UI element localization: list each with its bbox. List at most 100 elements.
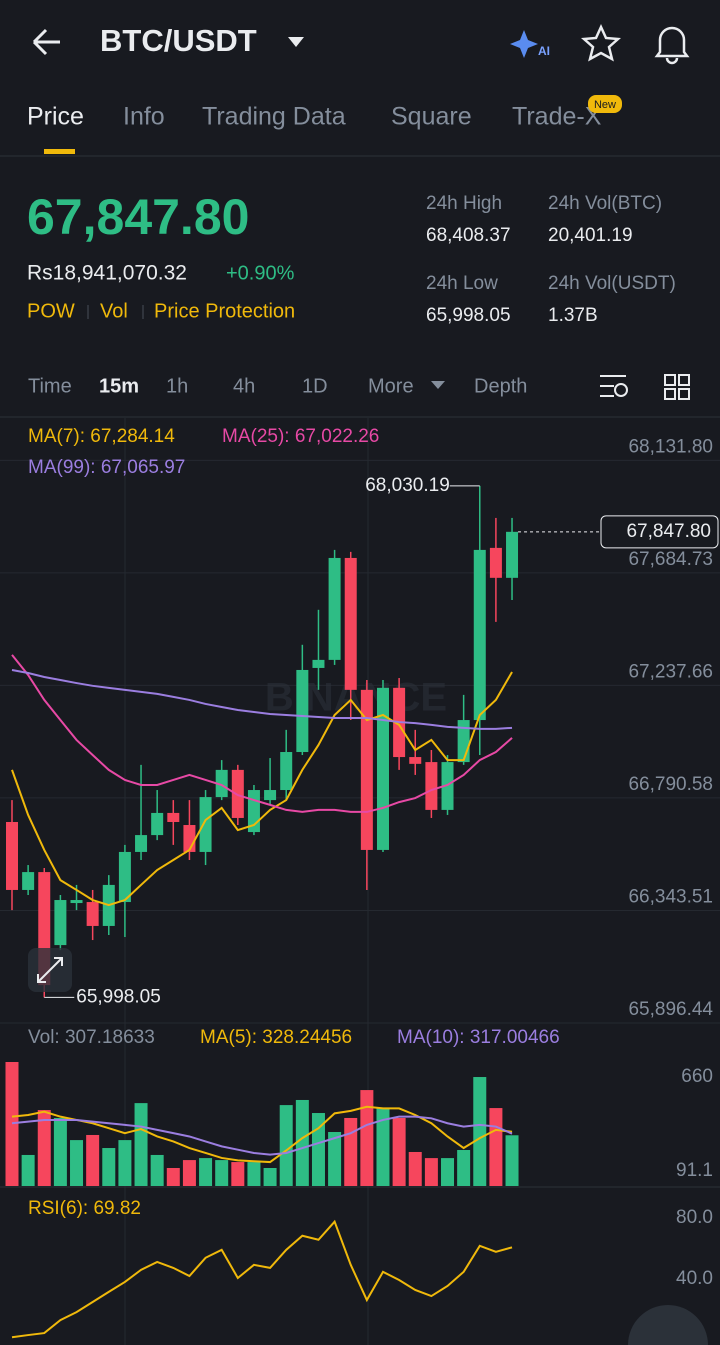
candle-body <box>264 790 277 801</box>
chart-area: 65,896.44 66,343.51 66,790.58 67,237.66 67,6… <box>0 426 720 1339</box>
timeframe[interactable]: 4h <box>233 375 255 397</box>
volume-bar <box>295 1099 309 1186</box>
candle-body <box>280 752 293 791</box>
assistant-button[interactable] <box>628 1305 708 1345</box>
stat-value: 20,401.19 <box>548 225 633 246</box>
ai-icon[interactable] <box>510 30 538 58</box>
volume-bar <box>199 1158 213 1186</box>
volume-bar <box>376 1108 390 1186</box>
pair-caret[interactable] <box>288 37 304 47</box>
volume-bar <box>328 1132 342 1186</box>
timeframe[interactable]: Depth <box>474 375 527 397</box>
timeframe[interactable]: 15m <box>99 375 139 397</box>
candle-body <box>489 547 502 578</box>
candle-body <box>409 757 422 764</box>
y-tick-label: 67,237.66 <box>628 661 713 682</box>
y-tick-label: 66,343.51 <box>628 886 713 907</box>
y-tick-label: 80.0 <box>676 1207 713 1228</box>
volume-bar <box>408 1151 422 1186</box>
legend-entry: MA(7): 67,284.14 <box>28 426 175 447</box>
candle-body <box>360 689 373 850</box>
tab[interactable]: Info <box>123 103 165 131</box>
legend-entry: MA(25): 67,022.26 <box>222 426 379 447</box>
candle-body <box>86 902 99 926</box>
legend-entry: MA(5): 328.24456 <box>200 1027 352 1048</box>
timeframe[interactable]: 1D <box>302 375 328 397</box>
low-label: 65,998.05 <box>76 986 161 1007</box>
volume-bar <box>70 1140 84 1186</box>
tab-indicator <box>44 149 75 154</box>
legend-entry: RSI(6): 69.82 <box>28 1198 141 1219</box>
tab[interactable]: Trade-X <box>512 103 602 131</box>
volume-bar <box>279 1105 293 1186</box>
candle-body <box>506 531 519 578</box>
volume-bar <box>102 1148 116 1186</box>
candle-body <box>457 720 470 763</box>
volume-bar <box>53 1117 67 1186</box>
tag[interactable]: POW <box>27 300 75 322</box>
indicator-settings[interactable] <box>600 375 628 397</box>
candle-body <box>344 557 357 690</box>
candle-body <box>135 835 148 852</box>
stat-value: 65,998.05 <box>426 305 511 326</box>
alert-button[interactable] <box>654 26 690 65</box>
indicator-line <box>11 1115 513 1156</box>
candle-body <box>6 821 18 890</box>
ai-label: AI <box>538 44 550 58</box>
candle-body <box>473 549 486 721</box>
tag[interactable]: Price Protection <box>154 300 295 322</box>
volume-bar <box>473 1077 487 1186</box>
volume-bar <box>441 1158 455 1186</box>
candle-body <box>215 769 228 798</box>
more-caret[interactable] <box>431 381 445 389</box>
volume-bar <box>505 1135 519 1186</box>
timeframe[interactable]: Time <box>28 375 72 397</box>
stat-label: 24h Vol(USDT) <box>548 273 676 294</box>
timeframe[interactable]: More <box>368 375 414 397</box>
tag[interactable]: Vol <box>100 300 128 322</box>
tab[interactable]: Trading Data <box>202 103 346 131</box>
last-price-label: 67,847.80 <box>626 521 711 542</box>
volume-bar <box>37 1110 51 1186</box>
expand-icon <box>37 957 63 983</box>
tab[interactable]: Price <box>27 103 84 131</box>
candle-body <box>118 851 131 903</box>
candle-body <box>296 669 309 753</box>
volume-bar <box>392 1117 406 1186</box>
candle-body <box>376 687 389 850</box>
new-badge-label: New <box>594 99 616 111</box>
indicator-line <box>11 654 513 813</box>
volume-bar <box>118 1140 132 1186</box>
back-button[interactable] <box>32 28 60 56</box>
layout-button[interactable] <box>664 374 690 400</box>
pair-title[interactable]: BTC/USDT <box>100 23 257 58</box>
tab[interactable]: Square <box>391 103 472 131</box>
timeframe[interactable]: 1h <box>166 375 188 397</box>
favorite-button[interactable] <box>580 23 622 62</box>
volume-bar <box>86 1134 100 1186</box>
fiat-price: Rs18,941,070.32 <box>27 262 187 285</box>
volume-bar <box>489 1108 503 1186</box>
last-price-box <box>600 515 719 549</box>
volume-bar <box>263 1168 277 1186</box>
y-tick-label: 40.0 <box>676 1268 713 1289</box>
new-badge <box>588 95 622 113</box>
candle-body <box>151 812 164 836</box>
y-tick-label: 65,896.44 <box>628 999 713 1020</box>
volume-bar <box>247 1162 261 1186</box>
volume-bar <box>182 1160 196 1186</box>
legend-entry: MA(10): 317.00466 <box>397 1027 560 1048</box>
volume-bar <box>134 1103 148 1186</box>
volume-bar <box>424 1158 438 1186</box>
stat-label: 24h High <box>426 193 502 214</box>
stat-value: 1.37B <box>548 305 598 326</box>
stat-value: 68,408.37 <box>426 225 511 246</box>
indicator-line <box>11 1219 513 1339</box>
volume-label: Vol: 307.18633 <box>28 1027 155 1048</box>
candle-body <box>22 872 35 890</box>
candle-body <box>312 659 325 668</box>
candle-body <box>167 812 180 822</box>
volume-bar <box>5 1061 19 1186</box>
